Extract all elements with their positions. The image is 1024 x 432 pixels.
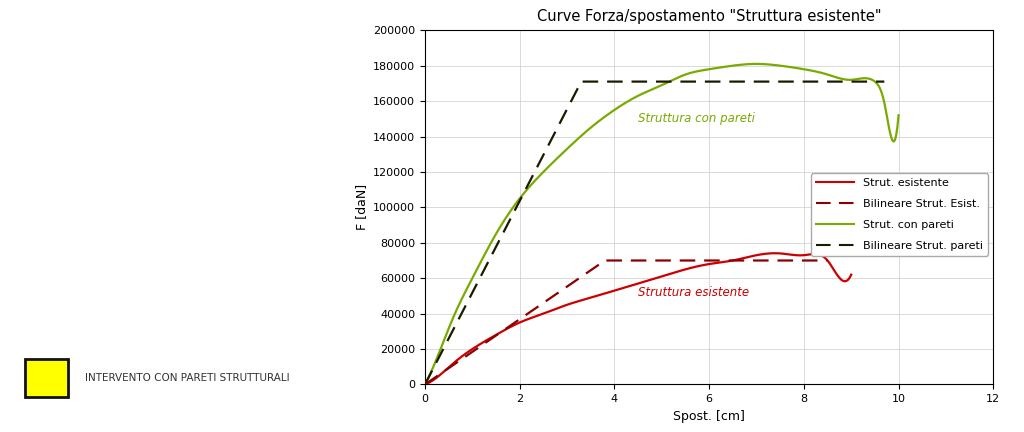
- Legend: Strut. esistente, Bilineare Strut. Esist., Strut. con pareti, Bilineare Strut. p: Strut. esistente, Bilineare Strut. Esist…: [811, 173, 988, 256]
- Text: Struttura con pareti: Struttura con pareti: [638, 112, 755, 125]
- Y-axis label: F [daN]: F [daN]: [354, 184, 368, 230]
- Text: Struttura esistente: Struttura esistente: [638, 286, 750, 299]
- Title: Curve Forza/spostamento "Struttura esistente": Curve Forza/spostamento "Struttura esist…: [537, 9, 882, 23]
- X-axis label: Spost. [cm]: Spost. [cm]: [673, 410, 745, 423]
- Text: INTERVENTO CON PARETI STRUTTURALI: INTERVENTO CON PARETI STRUTTURALI: [85, 373, 290, 383]
- Bar: [26, 359, 68, 397]
